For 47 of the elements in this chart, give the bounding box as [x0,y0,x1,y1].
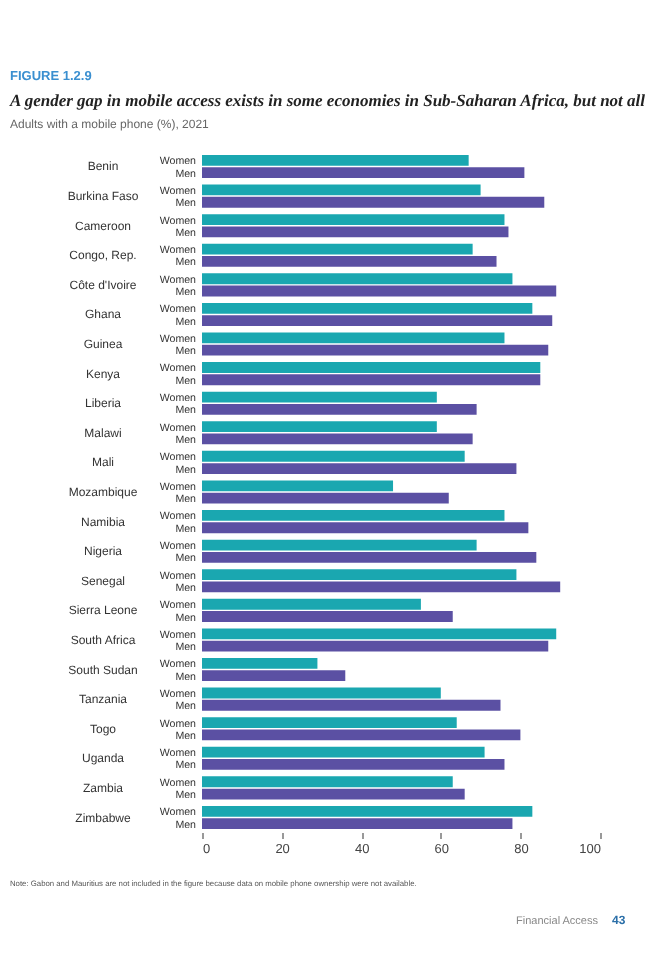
bar [202,687,441,699]
bar [202,788,465,800]
bar [202,759,505,770]
bar [202,522,529,534]
bar [202,805,533,817]
bar [202,818,513,830]
bar [202,332,505,344]
bar [202,154,469,166]
bar [202,433,473,445]
bar [202,302,533,314]
bar [202,256,497,267]
bar [202,670,346,682]
bar [202,581,561,593]
bar [202,776,453,788]
bar [202,611,453,622]
bar [202,226,509,238]
bar [202,450,465,462]
bar [202,315,553,326]
bar [202,699,501,711]
chart-title: A gender gap in mobile access exists in some economies in Sub-Saharan Africa, but not all [8,90,647,110]
bar [202,374,541,386]
bar [202,628,557,640]
bar [202,391,437,403]
bar [202,746,485,758]
bar [202,510,505,521]
bar [202,273,513,285]
bar [202,167,525,179]
bar [202,717,457,728]
bar [202,569,517,581]
bar [202,243,473,255]
bar [202,598,421,610]
bar [202,640,549,652]
bar [202,196,545,208]
bar [202,492,449,504]
bar [202,344,549,356]
bar [202,362,541,373]
bar [202,184,481,196]
bar [202,463,517,474]
bar [202,551,537,563]
bar [202,421,437,433]
bar [202,729,521,741]
bar [202,539,477,551]
bar [202,285,557,297]
bar [202,214,505,225]
bar [202,403,477,415]
bar [202,480,394,492]
bar [202,658,318,669]
